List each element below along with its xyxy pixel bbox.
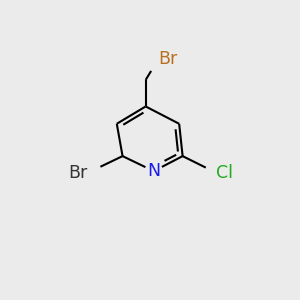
Text: Br: Br [158, 50, 178, 68]
Text: Br: Br [69, 164, 88, 182]
Text: Cl: Cl [216, 164, 233, 182]
Text: N: N [147, 162, 160, 180]
